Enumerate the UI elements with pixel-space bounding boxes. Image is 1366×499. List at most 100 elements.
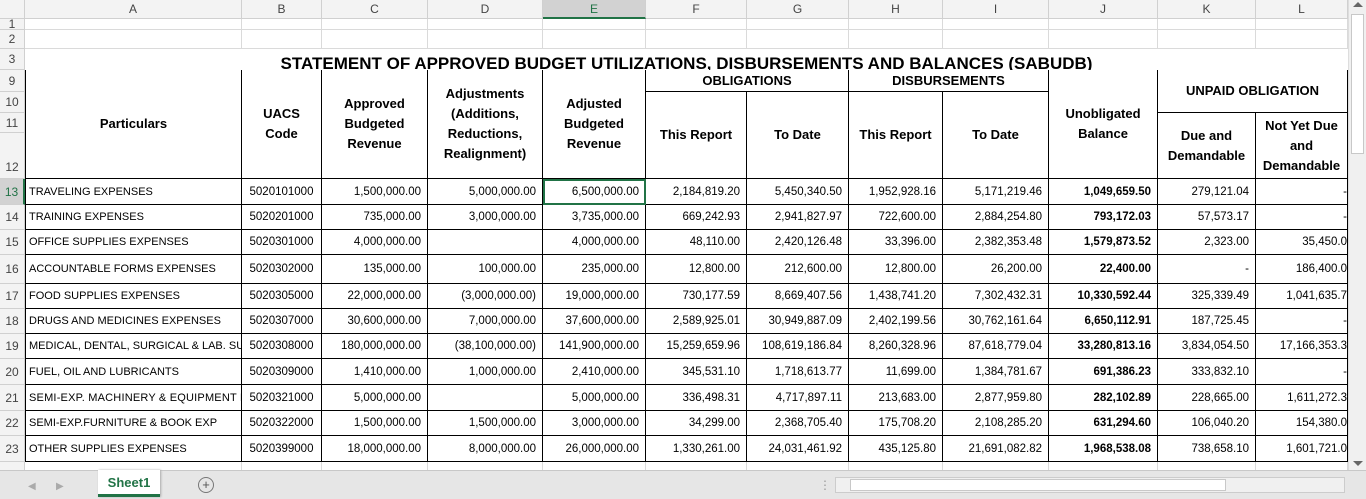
row-header: 14 — [0, 205, 25, 230]
table-header: Not Yet Due and Demandable — [1256, 113, 1348, 179]
table-cell: 3,735,000.00 — [543, 205, 646, 230]
table-cell: OTHER SUPPLIES EXPENSES — [25, 436, 242, 462]
table-cell: 1,718,613.77 — [747, 359, 849, 385]
row-header: 16 — [0, 255, 25, 284]
table-cell: 2,877,959.80 — [943, 385, 1049, 411]
table-cell: 22,400.00 — [1049, 255, 1158, 284]
scroll-down[interactable] — [1353, 461, 1363, 466]
grid-cell — [849, 462, 943, 470]
table-cell: 279,121.04 — [1158, 179, 1256, 205]
table-cell: 154,380.0 — [1256, 411, 1348, 436]
column-header: A — [25, 0, 242, 19]
table-cell: 325,339.49 — [1158, 284, 1256, 309]
table-cell: 48,110.00 — [646, 230, 747, 255]
table-cell: 7,302,432.31 — [943, 284, 1049, 309]
grid-cell — [747, 30, 849, 49]
table-cell: 30,949,887.09 — [747, 309, 849, 334]
row-header: 10 — [0, 92, 25, 113]
table-header: This Report — [646, 92, 747, 179]
table-cell: 5,000,000.00 — [322, 385, 428, 411]
column-header: E — [543, 0, 646, 19]
table-cell: 5020309000 — [242, 359, 322, 385]
grid-cell — [747, 19, 849, 30]
sheet-tab[interactable]: Sheet1 — [98, 470, 160, 497]
table-cell: 336,498.31 — [646, 385, 747, 411]
table-cell: 722,600.00 — [849, 205, 943, 230]
table-cell: 141,900,000.00 — [543, 334, 646, 359]
grid-cell — [25, 30, 242, 49]
grid-cell — [25, 19, 242, 30]
row-header: 20 — [0, 359, 25, 385]
vertical-scrollbar[interactable] — [1348, 0, 1366, 470]
table-cell: 212,600.00 — [747, 255, 849, 284]
add-sheet-button[interactable]: + — [198, 477, 214, 493]
grid-cell — [1256, 462, 1348, 470]
table-cell: 19,000,000.00 — [543, 284, 646, 309]
column-header: L — [1256, 0, 1348, 19]
table-cell: 15,259,659.96 — [646, 334, 747, 359]
column-header: K — [1158, 0, 1256, 19]
scroll-up[interactable] — [1353, 2, 1363, 7]
table-cell — [428, 230, 543, 255]
horizontal-scrollbar[interactable] — [835, 477, 1345, 493]
column-header: I — [943, 0, 1049, 19]
table-cell: (38,100,000.00) — [428, 334, 543, 359]
table-header: Adjustments (Additions, Reductions, Real… — [428, 70, 543, 179]
table-cell: 30,600,000.00 — [322, 309, 428, 334]
grid-area: A B C D E F G H I J K L 1 2 3 9 10 11 12 13 14 15 16 17 18 19 20 21… — [0, 0, 1348, 470]
grid-cell — [849, 30, 943, 49]
table-cell: 1,500,000.00 — [322, 411, 428, 436]
table-cell: - — [1256, 205, 1348, 230]
tab-nav-prev[interactable]: ◀ — [28, 481, 36, 492]
row-header: 3 — [0, 49, 25, 70]
table-cell: 2,402,199.56 — [849, 309, 943, 334]
grid-cell — [428, 462, 543, 470]
row-header — [0, 462, 25, 470]
scroll-thumb[interactable] — [1351, 14, 1364, 154]
table-cell: 10,330,592.44 — [1049, 284, 1158, 309]
table-header: This Report — [849, 92, 943, 179]
h-scroll-thumb[interactable] — [850, 479, 1226, 491]
grid-cell — [242, 19, 322, 30]
grid-cell — [1049, 30, 1158, 49]
column-header: C — [322, 0, 428, 19]
table-cell: 2,184,819.20 — [646, 179, 747, 205]
table-cell: 631,294.60 — [1049, 411, 1158, 436]
column-header: H — [849, 0, 943, 19]
row-header: 19 — [0, 334, 25, 359]
table-header: OBLIGATIONS — [646, 70, 849, 92]
row-header: 13 — [0, 179, 25, 205]
grid-cell — [428, 30, 543, 49]
table-cell: FUEL, OIL AND LUBRICANTS — [25, 359, 242, 385]
table-cell: 730,177.59 — [646, 284, 747, 309]
table-cell: 87,618,779.04 — [943, 334, 1049, 359]
row-header: 23 — [0, 436, 25, 462]
grid-cell — [1158, 19, 1256, 30]
table-cell: 669,242.93 — [646, 205, 747, 230]
table-cell: 175,708.20 — [849, 411, 943, 436]
table-cell: 12,800.00 — [646, 255, 747, 284]
table-header: Particulars — [25, 70, 242, 179]
table-cell: 8,000,000.00 — [428, 436, 543, 462]
row-header: 15 — [0, 230, 25, 255]
row-header: 22 — [0, 411, 25, 436]
table-cell: 187,725.45 — [1158, 309, 1256, 334]
table-cell: 5,000,000.00 — [428, 179, 543, 205]
table-cell: 26,000,000.00 — [543, 436, 646, 462]
grid-cell — [1158, 30, 1256, 49]
table-cell: 5020201000 — [242, 205, 322, 230]
table-cell: - — [1256, 309, 1348, 334]
grid-cell — [646, 30, 747, 49]
table-cell: 11,699.00 — [849, 359, 943, 385]
table-cell: 2,323.00 — [1158, 230, 1256, 255]
tab-nav-next[interactable]: ▶ — [56, 481, 64, 492]
table-cell: 1,579,873.52 — [1049, 230, 1158, 255]
table-cell: 1,500,000.00 — [428, 411, 543, 436]
table-cell: - — [1158, 255, 1256, 284]
table-cell: 5020322000 — [242, 411, 322, 436]
table-cell: 435,125.80 — [849, 436, 943, 462]
grid-cell — [1256, 19, 1348, 30]
grid-cell — [543, 30, 646, 49]
table-cell: 345,531.10 — [646, 359, 747, 385]
grid-cell — [322, 19, 428, 30]
